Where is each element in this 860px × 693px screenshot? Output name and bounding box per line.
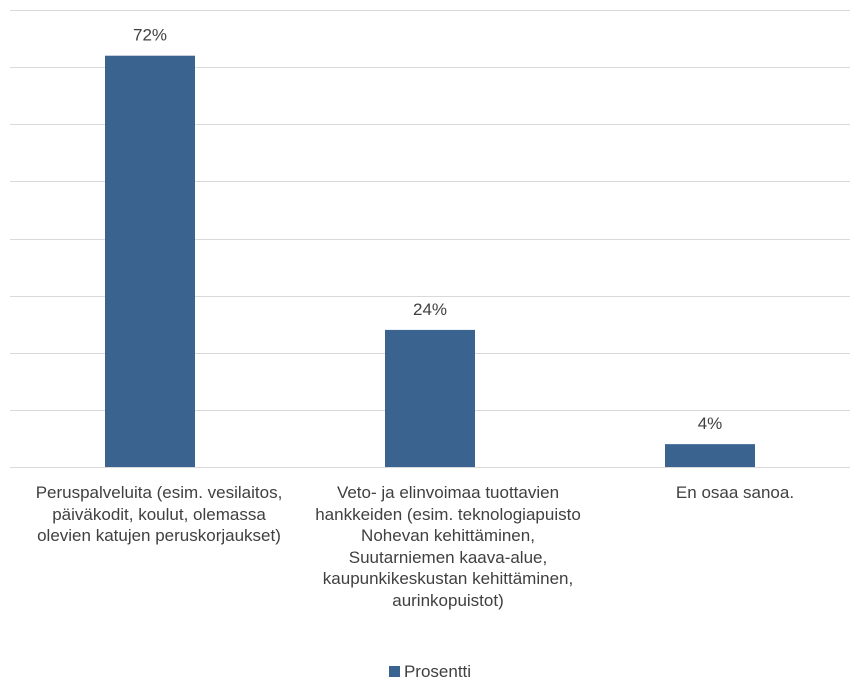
bars [105, 55, 755, 467]
category-label-veto-ja-elinvoimaa: Veto- ja elinvoimaa tuottavien hankkeide… [315, 483, 581, 610]
legend-label: Prosentti [403, 662, 472, 681]
legend: Prosentti [0, 662, 860, 682]
value-labels: 72% 24% 4% [133, 26, 722, 433]
category-label-peruspalveluita: Peruspalveluita (esim. vesilaitos, päivä… [35, 483, 283, 545]
data-label-2: 24% [413, 300, 447, 319]
bar-2 [385, 329, 475, 467]
legend-swatch [388, 666, 400, 677]
category-label-en-osaa-sanoa: En osaa sanoa. [675, 483, 795, 502]
bar-3 [665, 444, 755, 467]
data-label-1: 72% [133, 26, 167, 45]
bar-1 [105, 55, 195, 467]
data-label-3: 4% [698, 414, 723, 433]
